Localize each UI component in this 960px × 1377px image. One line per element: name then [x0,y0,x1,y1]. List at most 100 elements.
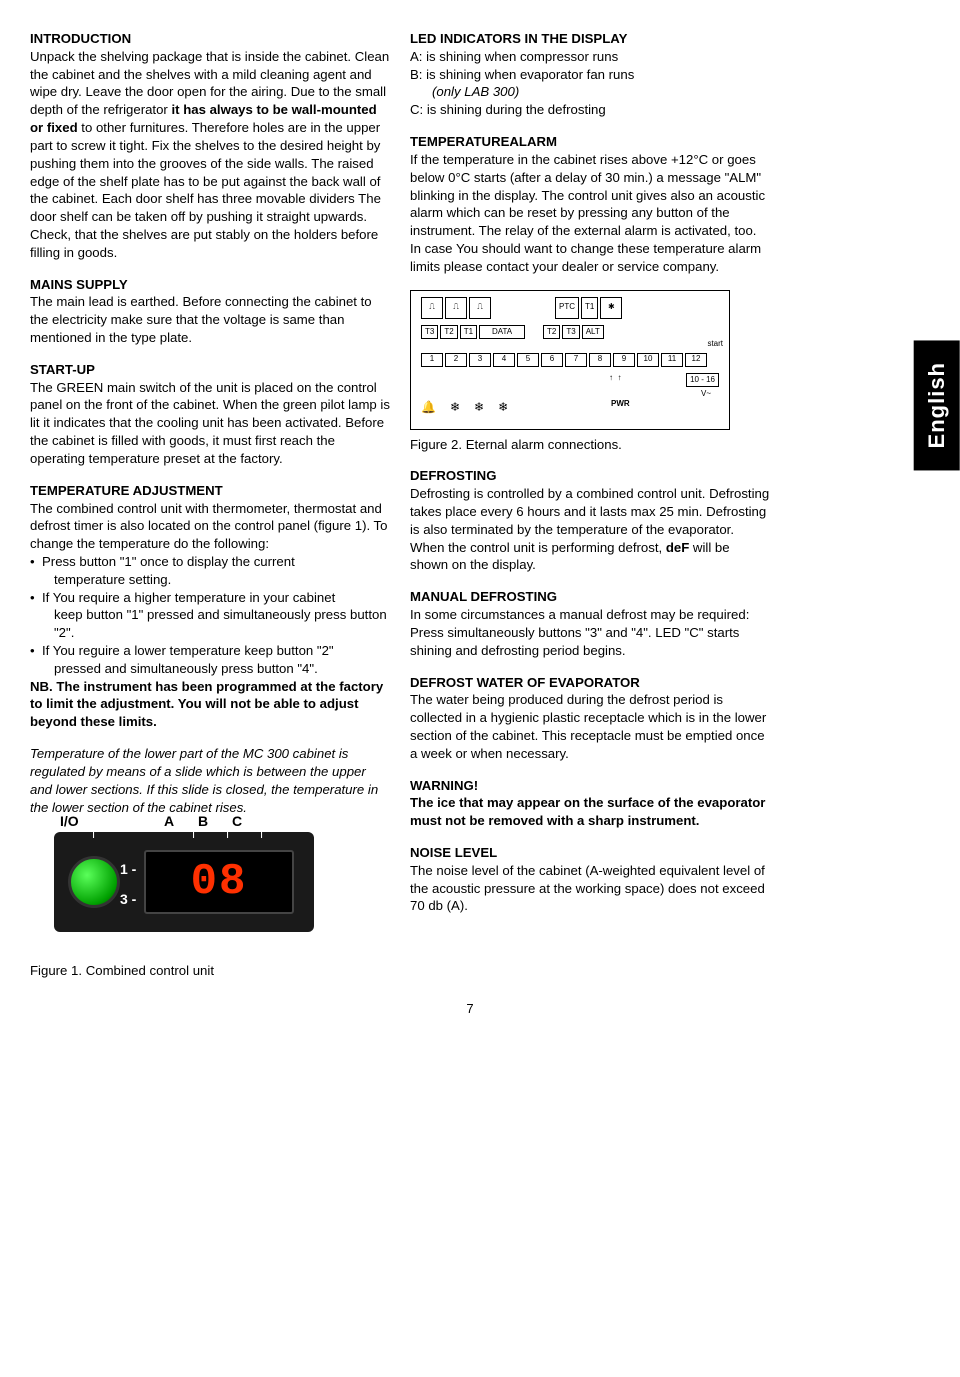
lcd-display: 08 [144,850,294,914]
water-paragraph: The water being produced during the defr… [410,691,770,762]
diagram-label: ALT [582,325,604,340]
section-manual-defrost: MANUAL DEFROSTING In some circumstances … [410,588,770,659]
num-box: 12 [685,353,707,367]
temp-bullet-list: Press button "1" once to display the cur… [30,553,390,678]
diagram-label: DATA [479,325,525,340]
list-item: Press button "1" once to display the cur… [30,553,390,589]
heading-startup: START-UP [30,361,390,379]
diagram-label: PTC [555,297,579,319]
bullet-sub: temperature setting. [42,571,390,589]
label-a: A [164,812,174,831]
num-box: 2 [445,353,467,367]
language-tab: English [914,340,960,470]
volt-label: 10 - 16 [686,373,719,388]
diagram-number-row: 1 2 3 4 5 6 7 8 9 10 11 12 [421,353,707,367]
temp-italic-note: Temperature of the lower part of the MC … [30,745,390,816]
label-1: 1 - [120,860,136,879]
bullet-text: Press button "1" once to display the cur… [42,554,295,569]
label-4: - 4 [320,890,336,909]
diagram-label: T3 [421,325,438,340]
heading-temp: TEMPERATURE ADJUSTMENT [30,482,390,500]
startup-paragraph: The GREEN main switch of the unit is pla… [30,379,390,468]
volt2-label: V~ [701,389,711,400]
terminal-icon: ✱ [600,297,622,319]
section-introduction: INTRODUCTION Unpack the shelving package… [30,30,390,262]
heading-introduction: INTRODUCTION [30,30,390,48]
diagram-label: T1 [460,325,477,340]
power-button-icon [68,856,120,908]
figure-2-caption: Figure 2. Eternal alarm connections. [410,436,770,454]
diagram-label: T1 [581,297,598,319]
temp-nb: NB. The instrument has been programmed a… [30,678,390,731]
label-c: C [232,812,242,831]
bullet-sub: pressed and simultaneously press button … [42,660,390,678]
label-io: I/O [60,812,79,831]
heading-mains: MAINS SUPPLY [30,276,390,294]
heading-warning: WARNING! [410,777,770,795]
bell-icon: 🔔 [421,399,436,415]
figure-1-caption: Figure 1. Combined control unit [30,962,390,980]
heading-manual: MANUAL DEFROSTING [410,588,770,606]
section-startup: START-UP The GREEN main switch of the un… [30,361,390,468]
arrow-icon: ↑ ↑ [609,373,621,384]
start-label: start [707,339,723,350]
snowflake-icon: ❄ [474,399,484,415]
bullet-text: If You reguire a lower temperature keep … [42,643,334,658]
diagram-top-row: ⎍ ⎍ ⎍ PTC T1 ✱ [421,297,622,319]
intro-text-3: Fix the shelves to the desired height by… [30,138,381,260]
section-led-indicators: LED INDICATORS IN THE DISPLAY A: is shin… [410,30,770,119]
num-box: 7 [565,353,587,367]
noise-paragraph: The noise level of the cabinet (A-weight… [410,862,770,915]
display-value: 08 [191,853,248,912]
num-box: 6 [541,353,563,367]
led-a: A: is shining when compressor runs [410,48,770,66]
diagram-label: T2 [543,325,560,340]
led-b: B: is shining when evaporator fan runs [410,66,770,84]
control-unit-figure: I I I I 08 1 - - 2 3 - - 4 [54,832,314,932]
bullet-text: If You require a higher temperature in y… [42,590,335,605]
terminal-icon: ⎍ [445,297,467,319]
figure-1-wrapper: I/O A B C I I I I 08 1 - - 2 3 - - 4 [30,832,390,932]
num-box: 5 [517,353,539,367]
snowflake-icon: ❄ [450,399,460,415]
num-box: 9 [613,353,635,367]
label-2: - 2 [320,860,336,879]
terminal-icon: ⎍ [469,297,491,319]
heading-defrosting: DEFROSTING [410,467,770,485]
num-box: 11 [661,353,683,367]
num-box: 3 [469,353,491,367]
alarm-diagram: ⎍ ⎍ ⎍ PTC T1 ✱ T3 T2 T1 DATA T2 T3 ALT 1… [410,290,730,430]
section-mains-supply: MAINS SUPPLY The main lead is earthed. B… [30,276,390,347]
warning-paragraph: The ice that may appear on the surface o… [410,794,770,830]
heading-water: DEFROST WATER OF EVAPORATOR [410,674,770,692]
num-box: 4 [493,353,515,367]
num-box: 10 [637,353,659,367]
terminal-icon: ⎍ [421,297,443,319]
defrost-bold: deF [666,540,689,555]
section-noise: NOISE LEVEL The noise level of the cabin… [410,844,770,915]
diagram-mid-row: T3 T2 T1 DATA T2 T3 ALT [421,325,604,340]
led-b2: (only LAB 300) [410,83,770,101]
bullet-sub: keep button "1" pressed and simultaneous… [42,606,390,642]
mains-paragraph: The main lead is earthed. Before connect… [30,293,390,346]
pwr-label: PWR [611,399,630,410]
heading-noise: NOISE LEVEL [410,844,770,862]
intro-paragraph: Unpack the shelving package that is insi… [30,48,390,262]
diagram-label: T2 [440,325,457,340]
led-c: C: is shining during the defrosting [410,101,770,119]
num-box: 1 [421,353,443,367]
list-item: If You require a higher temperature in y… [30,589,390,642]
page-container: INTRODUCTION Unpack the shelving package… [30,30,910,980]
section-temp-alarm: TEMPERATUREALARM If the temperature in t… [410,133,770,276]
tick-mark: I [192,828,195,843]
heading-led: LED INDICATORS IN THE DISPLAY [410,30,770,48]
label-3: 3 - [120,890,136,909]
section-temp-adjustment: TEMPERATURE ADJUSTMENT The combined cont… [30,482,390,817]
label-b: B [198,812,208,831]
diagram-label: T3 [562,325,579,340]
snowflake-icon: ❄ [498,399,508,415]
tick-mark: I [226,828,229,843]
temp-paragraph-1: The combined control unit with thermomet… [30,500,390,553]
list-item: If You reguire a lower temperature keep … [30,642,390,678]
tick-mark: I [92,828,95,843]
